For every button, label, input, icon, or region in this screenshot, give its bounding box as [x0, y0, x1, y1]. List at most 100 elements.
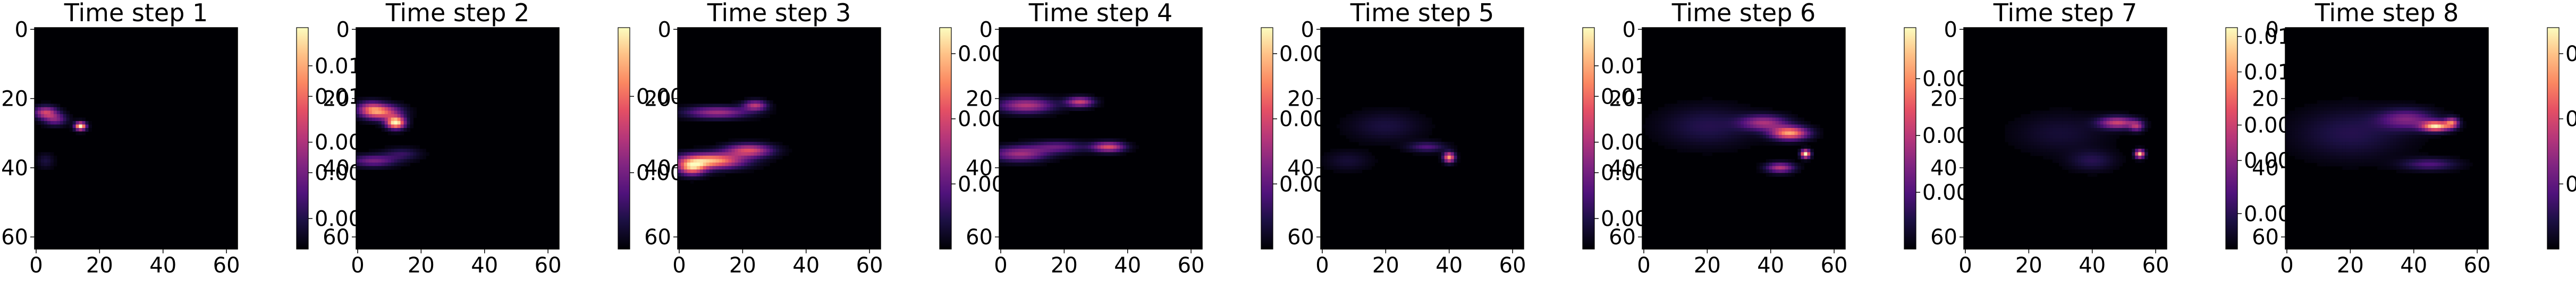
heatmap-cell	[2062, 152, 2066, 156]
heatmap-cell	[2412, 152, 2416, 156]
heatmap-cell	[2295, 146, 2299, 149]
heatmap-cell	[1674, 124, 1678, 128]
heatmap-cell	[750, 149, 754, 152]
heatmap-cell	[2400, 100, 2403, 104]
heatmap-cell	[2371, 146, 2375, 149]
heatmap-cell	[1397, 131, 1400, 135]
heatmap-cell	[375, 121, 379, 125]
heatmap-cell	[63, 121, 67, 125]
heatmap-cell	[44, 124, 48, 128]
y-tick-label: 0	[2266, 18, 2279, 42]
heatmap-cell	[1343, 152, 1347, 156]
heatmap-cell	[2393, 100, 2397, 104]
heatmap-cell	[1346, 114, 1350, 118]
heatmap-panel-6: Time step 60 20 40 6002040600.0020.0040.006	[1609, 0, 1983, 278]
heatmap-cell	[2084, 131, 2088, 135]
heatmap-cell	[423, 156, 426, 159]
heatmap-cell	[366, 152, 369, 156]
heatmap-cell	[2056, 107, 2059, 111]
heatmap-cell	[1416, 142, 1420, 146]
heatmap-cell	[779, 149, 783, 152]
heatmap-cell	[1047, 107, 1051, 111]
heatmap-cell	[382, 121, 385, 125]
heatmap-cell	[1419, 149, 1423, 152]
heatmap-cell	[1044, 142, 1048, 146]
heatmap-cell	[1384, 121, 1388, 125]
heatmap-cell	[1712, 135, 1716, 139]
heatmap-cell	[2320, 146, 2324, 149]
heatmap-cell	[2308, 146, 2311, 149]
heatmap-cell	[1438, 156, 1442, 159]
heatmap-cell	[1753, 124, 1757, 128]
heatmap-cell	[362, 100, 366, 104]
heatmap-cell	[1810, 152, 1814, 156]
heatmap-cell	[1340, 159, 1344, 163]
heatmap-cell	[2122, 128, 2126, 132]
heatmap-cell	[1378, 139, 1381, 142]
heatmap-cell	[359, 166, 363, 170]
heatmap-cell	[2049, 156, 2053, 159]
heatmap-cell	[2288, 139, 2292, 142]
heatmap-cell	[1690, 104, 1694, 107]
heatmap-cell	[1684, 128, 1687, 132]
heatmap-cell	[1776, 124, 1779, 128]
heatmap-cell	[1387, 142, 1391, 146]
heatmap-cell	[359, 163, 363, 166]
heatmap-cell	[2371, 131, 2375, 135]
heatmap-cell	[1400, 149, 1404, 152]
heatmap-cell	[734, 146, 738, 149]
heatmap-cell	[1416, 121, 1420, 125]
heatmap-cell	[2065, 159, 2069, 163]
heatmap-cell	[1393, 117, 1397, 121]
heatmap-cell	[2084, 121, 2088, 125]
heatmap-cell	[2084, 169, 2088, 173]
heatmap-cell	[79, 117, 83, 121]
heatmap-cell	[2422, 135, 2426, 139]
heatmap-cell	[1337, 169, 1340, 173]
heatmap-cell	[2320, 163, 2324, 166]
heatmap-cell	[1416, 139, 1420, 142]
heatmap-cell	[2444, 114, 2447, 118]
heatmap-cell	[1012, 110, 1016, 114]
heatmap-cell	[1776, 142, 1779, 146]
heatmap-cell	[404, 156, 408, 159]
heatmap-cell	[1804, 146, 1808, 149]
heatmap-cell	[82, 131, 86, 135]
heatmap-cell	[1409, 117, 1413, 121]
heatmap-cell	[2412, 100, 2416, 104]
heatmap-cell	[2314, 117, 2318, 121]
heatmap-cell	[47, 152, 51, 156]
heatmap-cell	[410, 114, 413, 118]
heatmap-cell	[2355, 100, 2359, 104]
heatmap-cell	[404, 117, 408, 121]
heatmap-cell	[1066, 149, 1069, 152]
heatmap-cell	[2062, 131, 2066, 135]
heatmap-cell	[1075, 100, 1079, 104]
heatmap-cell	[2304, 131, 2308, 135]
heatmap-cell	[2324, 128, 2327, 132]
heatmap-cell	[2447, 169, 2451, 173]
heatmap-cell	[2285, 142, 2289, 146]
panel-title: Time step 1	[64, 0, 208, 27]
heatmap-cell	[2062, 166, 2066, 170]
heatmap-cell	[1409, 142, 1413, 146]
heatmap-cell	[2295, 110, 2299, 114]
heatmap-cell	[722, 156, 726, 159]
heatmap-cell	[1034, 110, 1038, 114]
heatmap-cell	[2355, 142, 2359, 146]
heatmap-cell	[1082, 93, 1085, 97]
heatmap-cell	[1715, 104, 1719, 107]
heatmap-cell	[1744, 107, 1747, 111]
heatmap-cell	[1384, 128, 1388, 132]
heatmap-cell	[782, 146, 786, 149]
heatmap-cell	[426, 152, 429, 156]
heatmap-cell	[1725, 114, 1728, 118]
x-tick-label: 0	[351, 253, 364, 278]
heatmap-cell	[2361, 110, 2365, 114]
y-tick-label: 60	[966, 225, 993, 250]
heatmap-cell	[394, 117, 398, 121]
heatmap-cell	[2412, 156, 2416, 159]
heatmap-cell	[1671, 110, 1675, 114]
heatmap-cell	[2371, 114, 2375, 118]
heatmap-cell	[54, 156, 57, 159]
